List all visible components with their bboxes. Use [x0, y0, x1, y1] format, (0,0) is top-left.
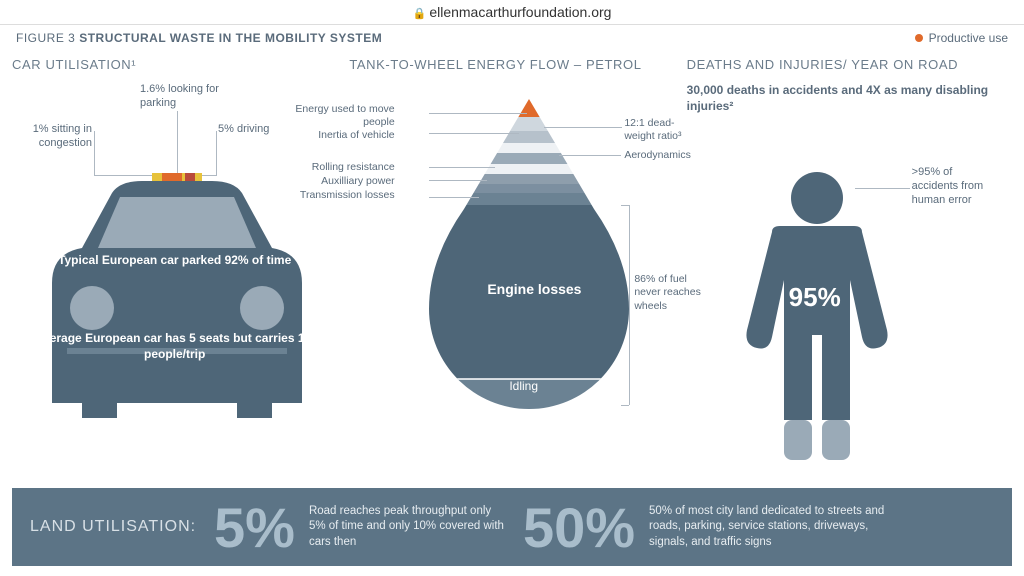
address-bar: ellenmacarthurfoundation.org: [0, 0, 1024, 25]
person-icon: [722, 170, 912, 470]
footer-title: LAND UTILISATION:: [30, 518, 200, 536]
lbl-rolling: Rolling resistance: [285, 161, 395, 174]
label-idling: Idling: [509, 379, 538, 393]
lead-trans: [429, 197, 479, 198]
bracket-wheels-t: [621, 205, 629, 206]
lead-inertia: [429, 133, 519, 134]
bracket-wheels-b: [621, 405, 629, 406]
car-parked-text: Typical European car parked 92% of time: [12, 253, 337, 267]
col1-title: CAR UTILISATION¹: [12, 57, 337, 73]
lead-human-error: [855, 188, 910, 189]
lbl-trans: Transmission losses: [285, 189, 395, 202]
col3-title: DEATHS AND INJURIES/ YEAR ON ROAD: [687, 57, 1012, 73]
lead-energy-people: [429, 113, 527, 114]
person-95-label: 95%: [789, 282, 841, 313]
footer-land-utilisation: LAND UTILISATION: 5% Road reaches peak t…: [12, 488, 1012, 566]
label-congestion: 1% sitting in congestion: [12, 123, 92, 151]
col3-subtitle: 30,000 deaths in accidents and 4X as man…: [687, 83, 1012, 114]
figure-title: FIGURE 3 STRUCTURAL WASTE IN THE MOBILIT…: [16, 31, 382, 45]
lbl-human-error: >95% of accidents from human error: [912, 166, 1002, 207]
lead-rolling: [429, 167, 495, 168]
legend-dot-icon: [915, 34, 923, 42]
lead-aux: [429, 180, 487, 181]
legend-label: Productive use: [929, 31, 1008, 45]
drop-icon: [429, 99, 629, 419]
label-parking: 1.6% looking for parking: [140, 83, 235, 111]
infographic-columns: CAR UTILISATION¹ 1% sitting in congestio…: [0, 47, 1024, 467]
footer-pct-50: 50%: [523, 495, 635, 560]
lbl-aux: Auxilliary power: [285, 175, 395, 188]
col-energy-flow: TANK-TO-WHEEL ENERGY FLOW – PETROL: [349, 57, 674, 463]
figure-header: FIGURE 3 STRUCTURAL WASTE IN THE MOBILIT…: [0, 25, 1024, 47]
person-diagram: 95% >95% of accidents from human error: [687, 120, 1012, 480]
lbl-inertia: Inertia of vehicle: [285, 129, 395, 142]
figure-number: FIGURE 3: [16, 31, 75, 45]
footer-pct-5: 5%: [214, 495, 295, 560]
figure-name: STRUCTURAL WASTE IN THE MOBILITY SYSTEM: [79, 31, 382, 45]
footer-text-2: 50% of most city land dedicated to stree…: [649, 504, 899, 551]
footer-text-1: Road reaches peak throughput only 5% of …: [309, 504, 509, 551]
car-seats-text: Average European car has 5 seats but car…: [12, 331, 337, 362]
lead-deadweight: [544, 127, 622, 128]
col-deaths-injuries: DEATHS AND INJURIES/ YEAR ON ROAD 30,000…: [687, 57, 1012, 463]
drop-diagram: Energy used to move people Inertia of ve…: [349, 83, 674, 443]
lbl-deadweight: 12:1 dead-weight ratio³: [624, 117, 694, 143]
legend-productive-use: Productive use: [915, 31, 1008, 45]
col2-title: TANK-TO-WHEEL ENERGY FLOW – PETROL: [349, 57, 674, 73]
bracket-wheels: [629, 205, 630, 405]
lead-aero: [559, 155, 621, 156]
label-engine-losses: Engine losses: [487, 281, 581, 297]
lbl-energy-people: Energy used to move people: [285, 103, 395, 129]
